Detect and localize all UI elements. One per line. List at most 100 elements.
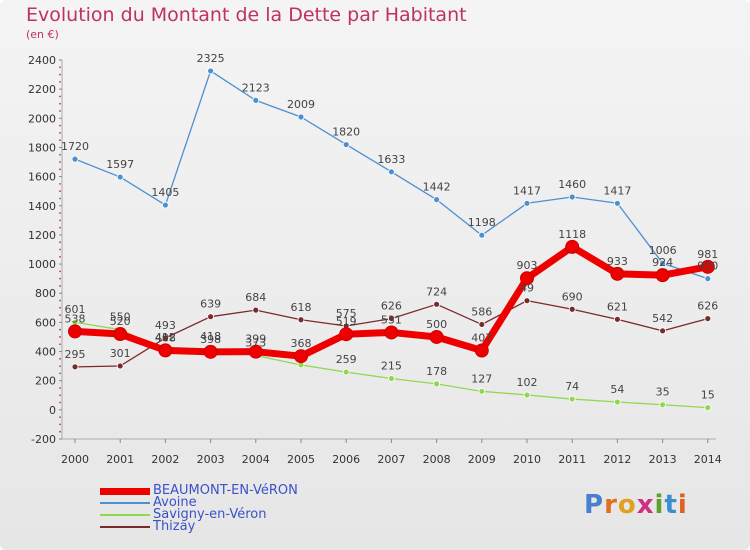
y-tick-label: 200 [35,375,56,388]
data-label: 1442 [423,181,451,194]
data-point [71,363,79,371]
y-minor-dot [59,124,61,127]
data-label: 301 [110,347,131,360]
data-label: 1460 [558,178,586,191]
data-label: 601 [65,303,86,316]
data-label: 2325 [197,52,225,65]
data-label: 373 [245,336,266,349]
y-minor-dot [59,80,61,83]
legend-swatch [100,487,150,495]
y-minor-dot [59,168,61,171]
data-label: 500 [426,318,447,331]
y-minor-dot [59,365,61,368]
data-label: 418 [200,330,221,343]
data-label: 575 [336,307,357,320]
y-minor-dot [59,219,61,222]
y-minor-dot [59,197,61,200]
y-minor-dot [59,255,61,258]
data-label: 1633 [377,153,405,166]
legend-label: Savigny-en-Véron [153,507,267,522]
data-point [116,173,124,181]
data-label: 399 [245,333,266,346]
data-point [71,155,79,163]
data-point [478,321,486,328]
x-tick-label: 2004 [242,453,270,466]
y-tick-label: 1400 [28,200,56,213]
legend-swatch [100,502,150,504]
data-point [68,324,82,339]
data-point [659,401,666,409]
x-tick-label: 2014 [694,453,722,466]
y-minor-dot [59,102,61,105]
data-point [161,334,169,342]
data-label: 15 [701,389,715,402]
y-minor-dot [59,183,61,185]
data-point [294,349,308,364]
data-label: 127 [471,372,492,385]
data-point [614,398,621,406]
y-minor-dot [59,430,61,433]
data-point [158,343,173,358]
data-label: 493 [155,319,176,332]
legend: BEAUMONT-EN-VéRON Avoine Savigny-en-Véron T… [100,483,298,534]
y-minor-dot [59,357,61,360]
data-label: 933 [607,255,628,268]
data-label: 2123 [242,81,270,94]
y-tick-label: 1800 [28,141,56,154]
x-tick-label: 2011 [558,453,586,466]
data-point [387,375,395,382]
data-point [161,201,169,209]
x-tick-label: 2005 [287,453,315,466]
data-point [655,268,670,283]
legend-swatch [100,526,150,528]
data-label: 626 [697,300,718,313]
y-minor-dot [59,343,61,346]
y-minor-dot [59,299,61,302]
data-point [565,239,580,254]
data-label: 408 [155,331,176,344]
data-label: 215 [381,360,402,373]
data-point [207,313,215,321]
data-point [203,344,218,359]
data-labels: 295 301 493 639 684 618 575 626 724 586 49 690 621 54… [61,52,718,402]
legend-label: BEAUMONT-EN-VéRON [153,483,298,498]
data-point [297,316,305,324]
data-label: 1198 [468,216,496,229]
data-label: 519 [336,315,357,328]
data-point [610,266,625,281]
data-point [478,387,486,395]
data-point [568,305,576,313]
data-point [433,300,441,308]
legend-item: Thizay [100,519,298,534]
data-point [433,380,441,388]
x-tick-label: 2009 [468,453,496,466]
y-minor-dot [59,241,61,244]
data-point [339,327,354,342]
x-tick-label: 2000 [61,453,89,466]
data-label: 54 [610,383,624,396]
data-point [568,395,576,403]
data-point [704,315,712,322]
y-minor-dot [59,66,61,69]
data-label: 626 [381,300,402,313]
y-minor-dot [59,336,61,338]
data-point [704,275,712,283]
series-layer [68,67,715,412]
legend-label: Thizay [153,519,196,534]
data-point [523,297,531,305]
x-tick-label: 2001 [106,453,134,466]
legend-item: BEAUMONT-EN-VéRON [100,483,298,498]
data-label: 550 [110,311,131,324]
data-point [252,96,260,104]
y-minor-dot [59,226,61,229]
data-label: 618 [291,301,312,314]
data-point [704,404,712,412]
y-minor-dot [59,270,61,273]
data-point [659,259,666,267]
proxiti-logo: Proxiti [584,490,688,520]
data-label: 903 [517,259,538,272]
x-tick-label: 2002 [151,453,179,466]
data-point [700,259,715,274]
legend-item: Avoine [100,496,298,509]
data-point [520,271,534,286]
